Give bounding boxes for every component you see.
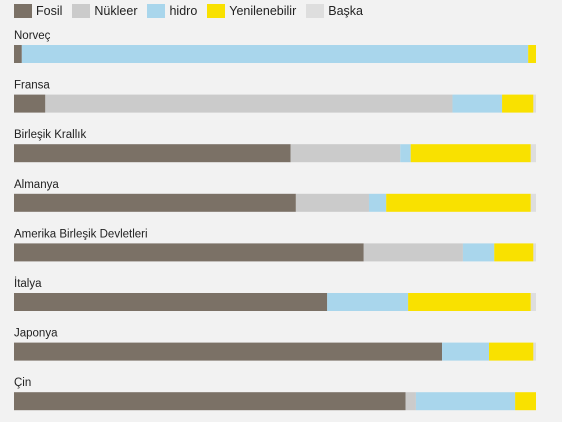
legend-item-yenilenebilir: Yenilenebilir <box>207 4 296 18</box>
legend-label-nukleer: Nükleer <box>94 4 138 18</box>
bar-segment-fransa-fosil <box>14 94 46 113</box>
bar-segment-cin-hidro <box>415 392 516 411</box>
bar-segment-almanya-yenilenebilir <box>386 193 531 212</box>
bar-segment-birlesik-krallik-baska <box>530 144 536 163</box>
bar-segment-italya-hidro <box>327 293 409 311</box>
bar-segment-italya-yenilenebilir <box>408 293 531 311</box>
legend-label-yenilenebilir: Yenilenebilir <box>229 4 297 18</box>
bar-segment-almanya-nukleer <box>295 193 369 212</box>
country-label-norvec: Norveç <box>14 30 51 42</box>
legend-swatch-nukleer <box>72 4 91 18</box>
bar-segment-birlesik-krallik-yenilenebilir <box>410 144 531 163</box>
bar-segment-norvec-yenilenebilir <box>528 45 536 63</box>
bar-segment-japonya-hidro <box>442 342 490 361</box>
bar-segment-amerika-birlesik-devletleri-hidro <box>462 243 495 262</box>
bar-segment-norvec-fosil <box>14 45 22 63</box>
country-label-almanya: Almanya <box>14 179 59 191</box>
bar-segment-cin-fosil <box>14 392 406 411</box>
bar-segment-norvec-hidro <box>21 45 529 63</box>
legend-label-baska: Başka <box>328 4 363 18</box>
bar-segment-amerika-birlesik-devletleri-baska <box>533 243 536 262</box>
bar-segment-almanya-fosil <box>14 193 296 212</box>
legend-item-baska: Başka <box>306 4 363 18</box>
bar-segment-japonya-yenilenebilir <box>489 342 534 361</box>
bar-segment-japonya-fosil <box>14 342 443 361</box>
country-label-fransa: Fransa <box>14 80 50 92</box>
country-label-japonya: Japonya <box>14 328 58 340</box>
legend-label-fosil: Fosil <box>36 4 63 18</box>
bar-segment-fransa-hidro <box>452 94 503 113</box>
legend-swatch-fosil <box>14 4 32 18</box>
bar-segment-italya-baska <box>530 293 536 311</box>
legend-item-fosil: Fosil <box>14 4 62 18</box>
bar-segment-japonya-baska <box>533 342 536 361</box>
legend-label-hidro: hidro <box>169 4 198 18</box>
chart-legend: Fosil Nükleer hidro Yenilenebilir Başka <box>14 3 373 19</box>
country-label-birlesik-krallik: Birleşik Krallık <box>14 129 86 141</box>
legend-swatch-hidro <box>147 4 166 18</box>
bar-segment-amerika-birlesik-devletleri-nukleer <box>363 243 463 262</box>
legend-item-hidro: hidro <box>147 4 197 18</box>
bar-segment-birlesik-krallik-hidro <box>400 144 411 163</box>
legend-swatch-baska <box>306 4 325 18</box>
bar-segment-almanya-hidro <box>368 193 387 212</box>
bar-segment-fransa-nukleer <box>45 94 453 113</box>
country-label-italya: İtalya <box>14 277 42 290</box>
legend-item-nukleer: Nükleer <box>72 4 137 18</box>
bar-segment-amerika-birlesik-devletleri-fosil <box>14 243 364 262</box>
bar-segment-cin-yenilenebilir <box>515 392 536 411</box>
bar-segment-almanya-baska <box>530 193 536 212</box>
bar-segment-birlesik-krallik-nukleer <box>290 144 401 163</box>
country-label-cin: Çin <box>14 377 31 389</box>
country-label-amerika-birlesik-devletleri: Amerika Birleşik Devletleri <box>14 228 148 240</box>
legend-swatch-yenilenebilir <box>207 4 226 18</box>
bar-segment-birlesik-krallik-fosil <box>14 144 291 163</box>
bar-segment-fransa-yenilenebilir <box>502 94 534 113</box>
bar-segment-fransa-baska <box>533 94 536 113</box>
bar-segment-cin-nukleer <box>405 392 416 411</box>
bar-segment-italya-fosil <box>14 293 328 311</box>
bar-segment-amerika-birlesik-devletleri-yenilenebilir <box>494 243 534 262</box>
